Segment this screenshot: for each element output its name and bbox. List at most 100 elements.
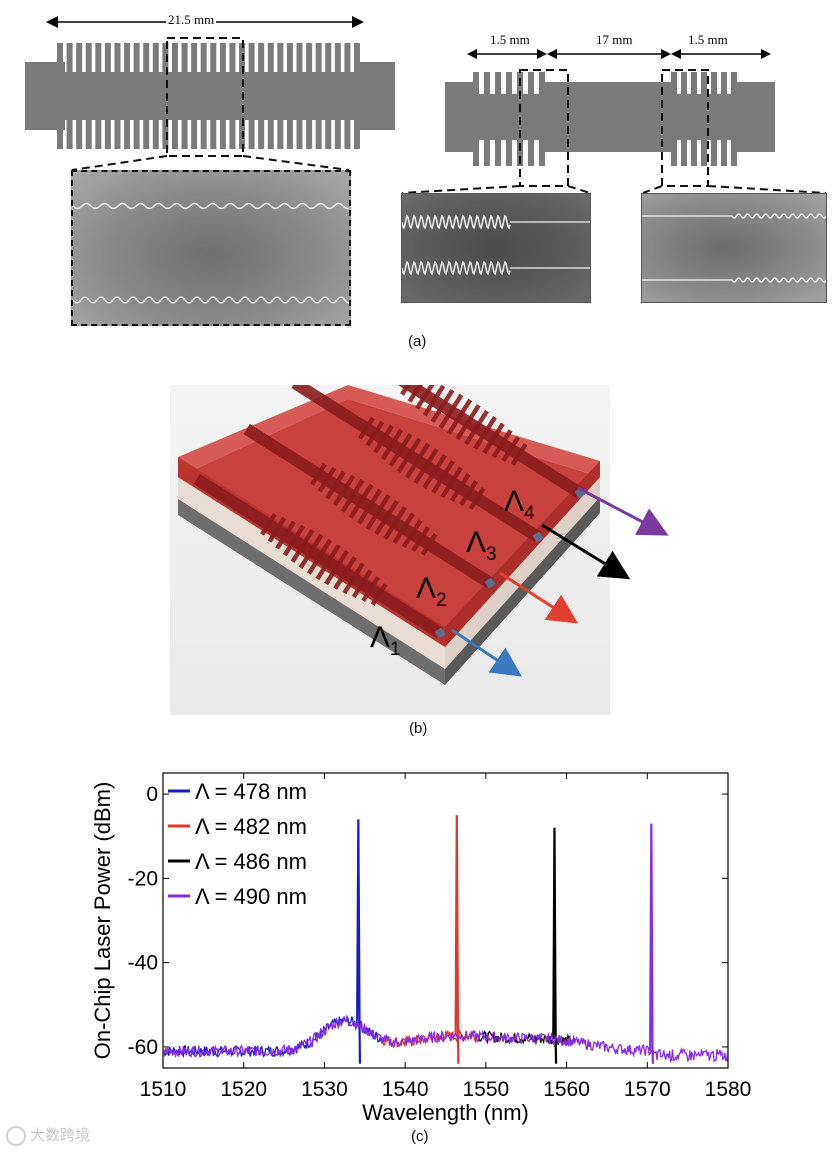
right-zoom-lines bbox=[401, 69, 827, 194]
x-tick-label: 1510 bbox=[140, 1078, 187, 1101]
comb-tooth-bottom bbox=[114, 119, 121, 149]
comb-tooth-bottom bbox=[95, 119, 102, 149]
comb-gap bbox=[501, 140, 506, 152]
comb-tooth-top bbox=[76, 43, 83, 73]
panel-b-label: (b) bbox=[409, 720, 428, 737]
x-tick-label: 1540 bbox=[382, 1078, 429, 1101]
watermark: 大数跨境 bbox=[6, 1124, 90, 1146]
y-tick-label: 0 bbox=[146, 783, 158, 806]
comb-tooth-bottom bbox=[539, 148, 545, 166]
legend-label-2: Λ = 482 nm bbox=[195, 814, 307, 839]
grating-tooth bbox=[446, 398, 473, 435]
grating-tooth bbox=[404, 442, 431, 479]
grating-tooth bbox=[440, 466, 463, 499]
comb-tooth-bottom bbox=[315, 119, 322, 149]
comb-tooth-bottom bbox=[124, 119, 131, 149]
grating-tooth bbox=[468, 487, 486, 510]
comb-tooth-bottom bbox=[354, 119, 360, 149]
comb-tooth-top bbox=[57, 43, 63, 73]
comb-tooth-bottom bbox=[229, 119, 236, 149]
chip-illustration: Λ1 Λ2 Λ3 Λ4 bbox=[170, 385, 669, 715]
series-peak-3 bbox=[552, 827, 558, 1064]
grating-tooth bbox=[510, 443, 528, 466]
comb-gap bbox=[512, 82, 517, 94]
sem-grating-bottom bbox=[731, 277, 826, 283]
comb-tooth-bottom bbox=[57, 119, 63, 149]
output-arrow-4 bbox=[577, 486, 669, 536]
y-tick-label: -20 bbox=[128, 867, 158, 890]
grating-label-3: Λ3 bbox=[466, 526, 497, 565]
comb-tooth-bottom bbox=[528, 148, 534, 166]
comb-gap bbox=[501, 82, 506, 94]
comb-tooth-top bbox=[162, 43, 169, 73]
comb-tooth-bottom bbox=[484, 148, 490, 166]
waveguide-group bbox=[193, 385, 586, 639]
comb-tooth-bottom bbox=[258, 119, 265, 149]
grating-tooth bbox=[306, 538, 333, 575]
comb-tooth-top bbox=[325, 43, 332, 73]
comb-gap bbox=[523, 82, 528, 94]
grating-tooth bbox=[342, 562, 365, 595]
x-tick-label: 1520 bbox=[220, 1078, 267, 1101]
grating-label-4: Λ4 bbox=[504, 485, 535, 524]
comb-tooth-bottom bbox=[210, 119, 217, 149]
comb-tooth-top bbox=[104, 43, 111, 73]
grating-tooth bbox=[383, 506, 407, 540]
right-sem-waveguides-1 bbox=[402, 214, 590, 276]
comb-tooth-top bbox=[721, 72, 727, 86]
comb-gap bbox=[707, 82, 711, 94]
comb-tooth-bottom bbox=[711, 148, 717, 166]
comb-tooth-top bbox=[334, 43, 341, 73]
x-tick-label: 1530 bbox=[301, 1078, 348, 1101]
grating-tooth bbox=[333, 556, 357, 590]
comb-tooth-top bbox=[681, 72, 687, 86]
grating-tooth bbox=[282, 524, 306, 557]
series-baseline-3 bbox=[477, 1030, 576, 1048]
legend-label-4: Λ = 490 nm bbox=[195, 884, 307, 909]
comb-tooth-bottom bbox=[277, 119, 284, 149]
comb-tooth-top bbox=[671, 72, 677, 86]
comb-tooth-top bbox=[210, 43, 217, 73]
panel-a: 21.5 mm 1.5 mm 17 mm 1.5 mm bbox=[0, 0, 835, 355]
legend-label-3: Λ = 486 nm bbox=[195, 849, 307, 874]
comb-tooth-top bbox=[354, 43, 360, 73]
comb-tooth-bottom bbox=[171, 119, 178, 149]
comb-tooth-top bbox=[258, 43, 265, 73]
grating-tooth bbox=[501, 436, 520, 463]
grating-tooth bbox=[396, 437, 422, 474]
comb-tooth-bottom bbox=[681, 148, 687, 166]
grating-tooth bbox=[430, 389, 455, 423]
comb-tooth-top bbox=[306, 43, 313, 73]
substrate-side-left bbox=[178, 495, 445, 685]
oxide-side-right bbox=[445, 477, 600, 669]
comb-tooth-top bbox=[181, 43, 188, 73]
grating-tooth bbox=[388, 433, 413, 467]
comb-tooth-top bbox=[229, 43, 236, 73]
comb-tooth-bottom bbox=[473, 148, 479, 166]
spectrum-chart: 1510 1520 1530 1540 1550 1560 1570 1580 0 -20 -40 -… bbox=[90, 772, 751, 1125]
comb-tooth-bottom bbox=[495, 148, 501, 166]
watermark-text: 大数跨境 bbox=[30, 1126, 91, 1144]
output-facet bbox=[434, 627, 446, 639]
grating-tooth bbox=[464, 409, 489, 446]
right-dimension-label-2: 17 mm bbox=[596, 32, 633, 47]
series-peak-1 bbox=[356, 819, 362, 1064]
comb-tooth-bottom bbox=[76, 119, 83, 149]
grating-tooth bbox=[340, 479, 365, 513]
grating-tooth bbox=[315, 544, 341, 581]
grating-tooth bbox=[415, 385, 435, 410]
comb-tooth-bottom bbox=[133, 119, 140, 149]
comb-tooth-top bbox=[85, 43, 92, 73]
grating-tooth bbox=[449, 473, 471, 503]
watermark-logo-icon bbox=[6, 1125, 26, 1146]
comb-tooth-bottom bbox=[691, 148, 697, 166]
grating-tooth bbox=[358, 417, 375, 440]
sem-grating-top bbox=[402, 214, 511, 230]
comb-tooth-top bbox=[152, 43, 159, 73]
comb-gap bbox=[512, 140, 517, 152]
comb-tooth-top bbox=[701, 72, 707, 86]
right-sem-zoom-2 bbox=[641, 193, 827, 303]
comb-gap bbox=[490, 82, 495, 94]
comb-tooth-bottom bbox=[334, 119, 341, 149]
grating-tooth bbox=[411, 526, 430, 553]
